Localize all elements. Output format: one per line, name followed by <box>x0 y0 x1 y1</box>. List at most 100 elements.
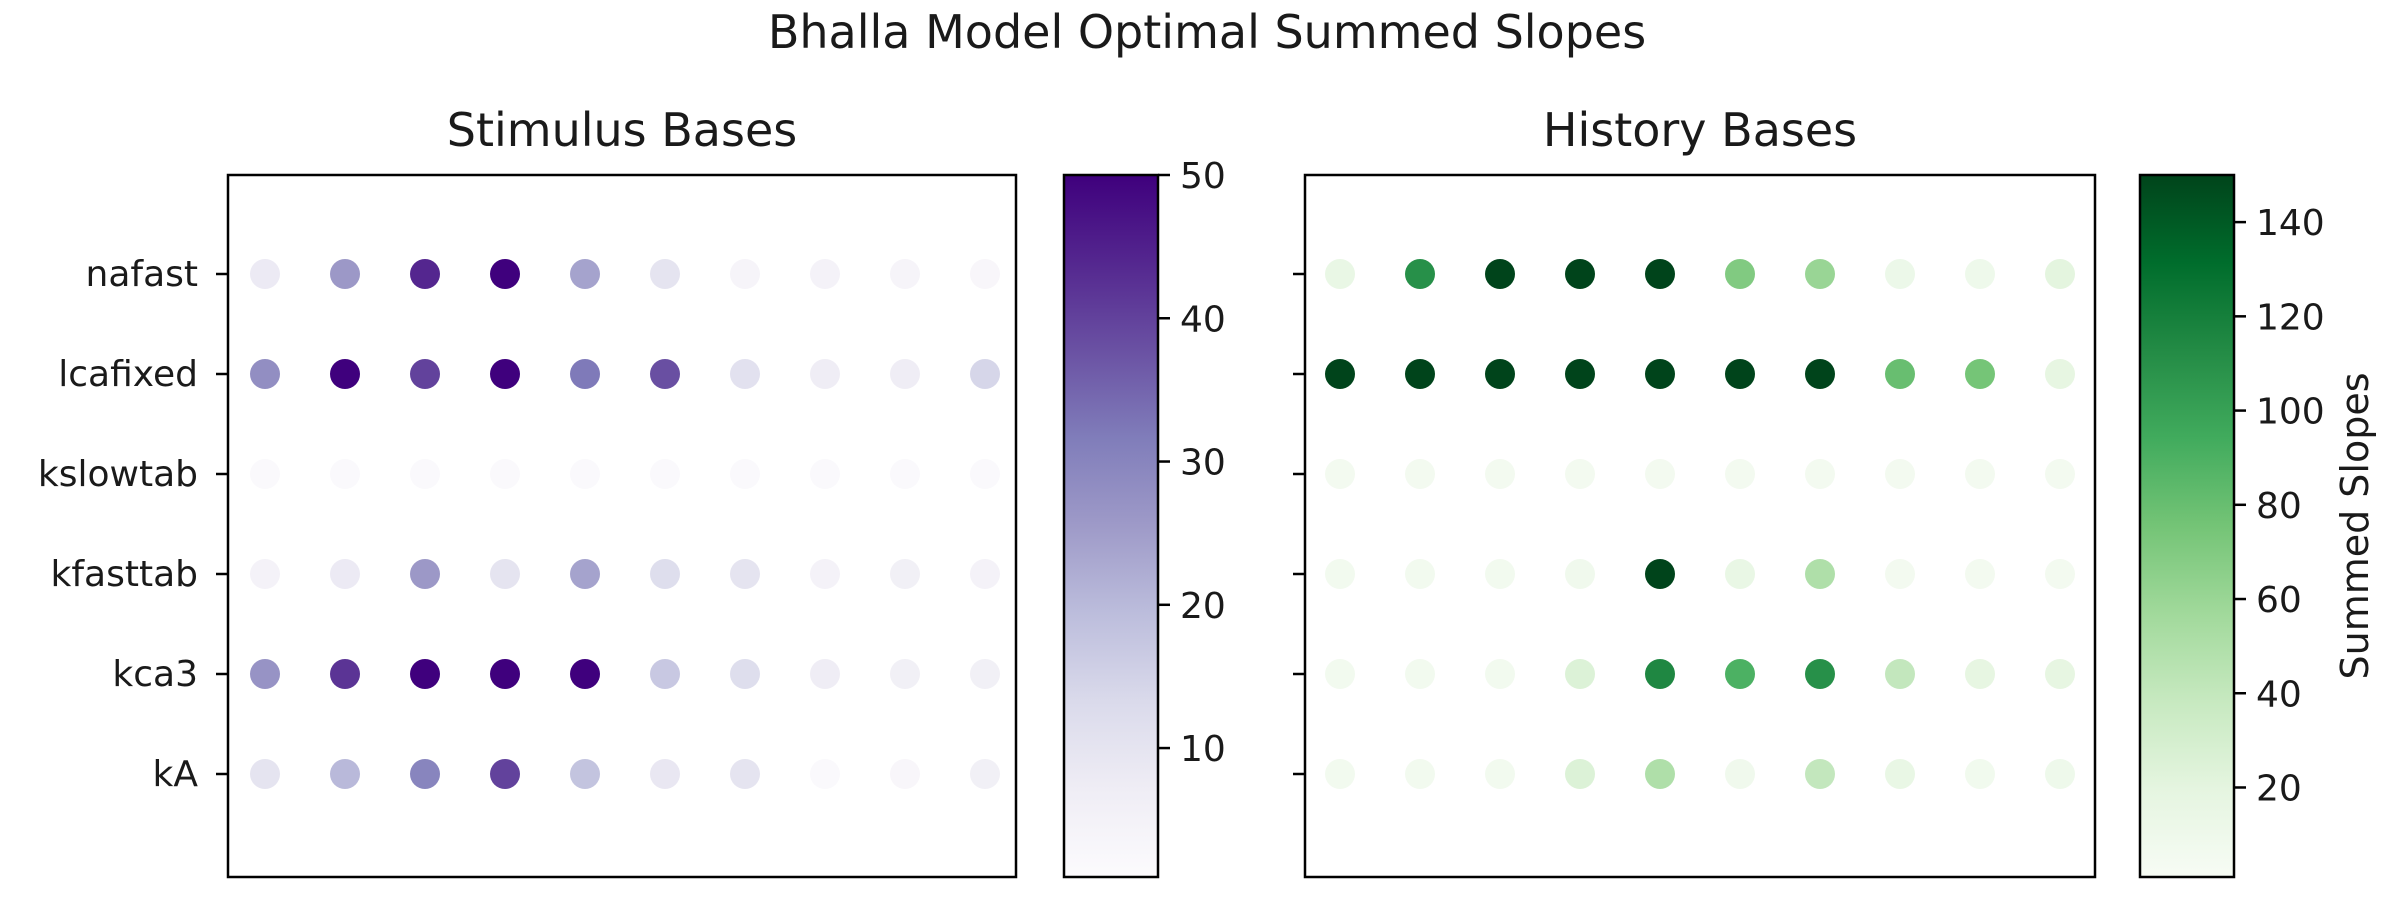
dot-kfasttab-6 <box>650 559 680 589</box>
dot-kfasttab-5 <box>1645 559 1675 589</box>
colorbar-tick-label: 100 <box>2256 392 2325 433</box>
dot-kca3-5 <box>570 659 600 689</box>
dot-nafast-10 <box>970 259 1000 289</box>
dot-kfasttab-10 <box>2045 559 2075 589</box>
figure-title: Bhalla Model Optimal Summed Slopes <box>768 5 1646 59</box>
dot-kA-9 <box>890 759 920 789</box>
dot-kslowtab-4 <box>1565 459 1595 489</box>
dot-kA-8 <box>1885 759 1915 789</box>
row-label-nafast: nafast <box>86 254 198 295</box>
colorbar-tick-label: 140 <box>2256 203 2325 244</box>
dot-kslowtab-10 <box>970 459 1000 489</box>
dot-kslowtab-1 <box>1325 459 1355 489</box>
dot-kca3-9 <box>890 659 920 689</box>
dot-kA-6 <box>650 759 680 789</box>
dot-lcafixed-7 <box>730 359 760 389</box>
dot-kca3-9 <box>1965 659 1995 689</box>
dot-lcafixed-7 <box>1805 359 1835 389</box>
dot-lcafixed-2 <box>330 359 360 389</box>
dot-kA-10 <box>2045 759 2075 789</box>
dot-kA-9 <box>1965 759 1995 789</box>
stimulus-plot-frame <box>226 173 1018 879</box>
dot-kfasttab-7 <box>1805 559 1835 589</box>
history-colorbar <box>2140 175 2234 877</box>
dot-nafast-2 <box>1405 259 1435 289</box>
dot-kslowtab-8 <box>1885 459 1915 489</box>
dot-kfasttab-10 <box>970 559 1000 589</box>
dot-kslowtab-7 <box>730 459 760 489</box>
colorbar-tick-label: 60 <box>2256 580 2302 621</box>
dot-kca3-2 <box>330 659 360 689</box>
dot-kslowtab-8 <box>810 459 840 489</box>
dot-kA-2 <box>330 759 360 789</box>
dot-nafast-3 <box>1485 259 1515 289</box>
dot-kfasttab-9 <box>890 559 920 589</box>
dot-kfasttab-6 <box>1725 559 1755 589</box>
dot-lcafixed-8 <box>810 359 840 389</box>
dot-lcafixed-3 <box>1485 359 1515 389</box>
dot-kfasttab-5 <box>570 559 600 589</box>
dot-kslowtab-9 <box>1965 459 1995 489</box>
colorbar-tick-label: 10 <box>1180 729 1226 770</box>
dot-kca3-10 <box>970 659 1000 689</box>
dot-kfasttab-9 <box>1965 559 1995 589</box>
dot-nafast-10 <box>2045 259 2075 289</box>
dot-kA-2 <box>1405 759 1435 789</box>
dot-kfasttab-2 <box>330 559 360 589</box>
row-label-lcafixed: lcafixed <box>58 354 198 395</box>
dot-kfasttab-1 <box>1325 559 1355 589</box>
colorbar-tick-label: 40 <box>2256 674 2302 715</box>
dot-nafast-9 <box>890 259 920 289</box>
panel-title-stimulus: Stimulus Bases <box>447 103 797 157</box>
dot-kA-5 <box>570 759 600 789</box>
dot-kslowtab-10 <box>2045 459 2075 489</box>
dot-nafast-7 <box>1805 259 1835 289</box>
stimulus-colorbar-ticks: 50 40 30 20 10 <box>1158 156 1226 770</box>
dot-kA-6 <box>1725 759 1755 789</box>
colorbar-tick-label: 20 <box>2256 768 2302 809</box>
dot-kca3-2 <box>1405 659 1435 689</box>
row-label-kslowtab: kslowtab <box>38 454 198 495</box>
dot-nafast-9 <box>1965 259 1995 289</box>
colorbar-tick-label: 50 <box>1180 156 1226 197</box>
dot-kca3-4 <box>490 659 520 689</box>
row-label-kfasttab: kfasttab <box>51 554 198 595</box>
dot-kfasttab-8 <box>810 559 840 589</box>
dot-lcafixed-2 <box>1405 359 1435 389</box>
row-label-kA: kA <box>153 754 199 795</box>
dot-kca3-10 <box>2045 659 2075 689</box>
dot-kca3-6 <box>650 659 680 689</box>
row-labels: nafast lcafixed kslowtab kfasttab kca3 kA <box>38 254 198 795</box>
dot-kA-3 <box>1485 759 1515 789</box>
dot-kca3-8 <box>1885 659 1915 689</box>
dot-nafast-6 <box>1725 259 1755 289</box>
history-plot-frame <box>1303 173 2097 879</box>
dot-kfasttab-8 <box>1885 559 1915 589</box>
dot-nafast-8 <box>810 259 840 289</box>
dot-kA-7 <box>730 759 760 789</box>
dot-kslowtab-4 <box>490 459 520 489</box>
history-colorbar-frame <box>2138 173 2236 879</box>
history-plot <box>1293 259 2075 789</box>
dot-kca3-7 <box>730 659 760 689</box>
dot-nafast-5 <box>570 259 600 289</box>
dot-kfasttab-3 <box>410 559 440 589</box>
dot-kca3-3 <box>1485 659 1515 689</box>
dot-kA-4 <box>490 759 520 789</box>
dot-kca3-5 <box>1645 659 1675 689</box>
dot-lcafixed-6 <box>1725 359 1755 389</box>
dot-lcafixed-1 <box>1325 359 1355 389</box>
dot-nafast-3 <box>410 259 440 289</box>
dot-kca3-8 <box>810 659 840 689</box>
dot-kslowtab-1 <box>250 459 280 489</box>
dot-kslowtab-2 <box>1405 459 1435 489</box>
dot-lcafixed-9 <box>890 359 920 389</box>
dot-kca3-6 <box>1725 659 1755 689</box>
dot-kslowtab-7 <box>1805 459 1835 489</box>
dot-lcafixed-4 <box>490 359 520 389</box>
history-colorbar-ticks: 140 120 100 80 60 40 20 <box>2234 203 2325 809</box>
dot-kA-3 <box>410 759 440 789</box>
dot-lcafixed-1 <box>250 359 280 389</box>
dot-lcafixed-8 <box>1885 359 1915 389</box>
